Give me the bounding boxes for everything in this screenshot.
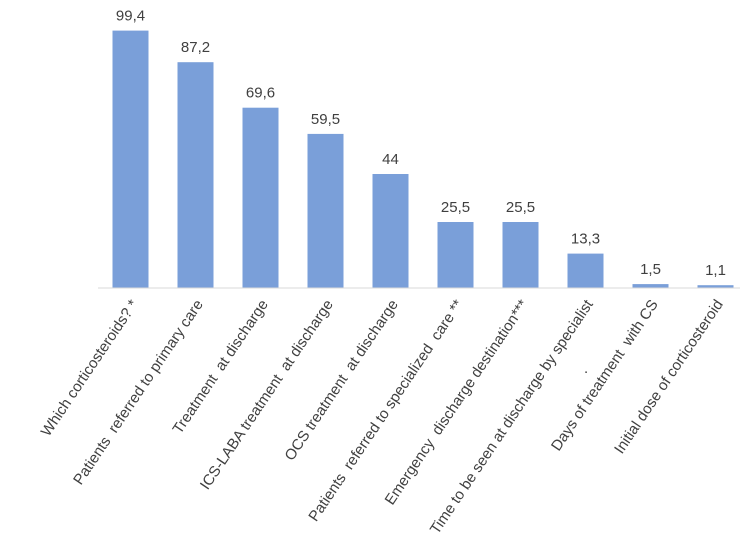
- bar: [242, 107, 279, 288]
- bar: [697, 285, 734, 288]
- bar: [502, 222, 539, 288]
- bar-value-label: 1,1: [705, 262, 726, 279]
- bar-value-label: 69,6: [246, 85, 275, 102]
- bar-value-label: 59,5: [311, 111, 340, 128]
- x-tick-label: Initial dose of corticosteroid: [611, 297, 727, 457]
- bar-value-label: 87,2: [181, 39, 210, 56]
- bar-value-label: 13,3: [571, 231, 600, 248]
- bar: [567, 253, 604, 288]
- bar-value-label: 25,5: [441, 199, 470, 216]
- value-labels-layer: 99,4 87,2 69,6 59,5 44 25,5 25,5 13,3 1,5 1,1: [116, 8, 726, 280]
- bar-value-label: 99,4: [116, 8, 145, 25]
- bar-value-label: 1,5: [640, 261, 661, 278]
- bar: [112, 30, 149, 288]
- bar-value-label: 44: [382, 151, 399, 168]
- bar: [437, 222, 474, 288]
- x-tick-label: Days of treatment with CS: [548, 297, 662, 454]
- stray-mark: .: [584, 360, 588, 377]
- bar: [632, 284, 669, 288]
- x-tick-label: ICS-LABA treatment at discharge: [197, 297, 337, 493]
- x-tick-label: OCS treatment at discharge: [281, 297, 401, 464]
- bar-value-label: 25,5: [506, 199, 535, 216]
- x-tick-label: Emergency discharge destination***: [382, 297, 532, 508]
- bars-layer: [112, 30, 734, 289]
- bar: [307, 133, 344, 288]
- bar: [177, 62, 214, 289]
- category-labels-layer: Which corticosteroids? *Patients referre…: [38, 296, 727, 537]
- x-tick-label: Patients referred to primary care: [70, 297, 207, 488]
- bar: [372, 174, 409, 288]
